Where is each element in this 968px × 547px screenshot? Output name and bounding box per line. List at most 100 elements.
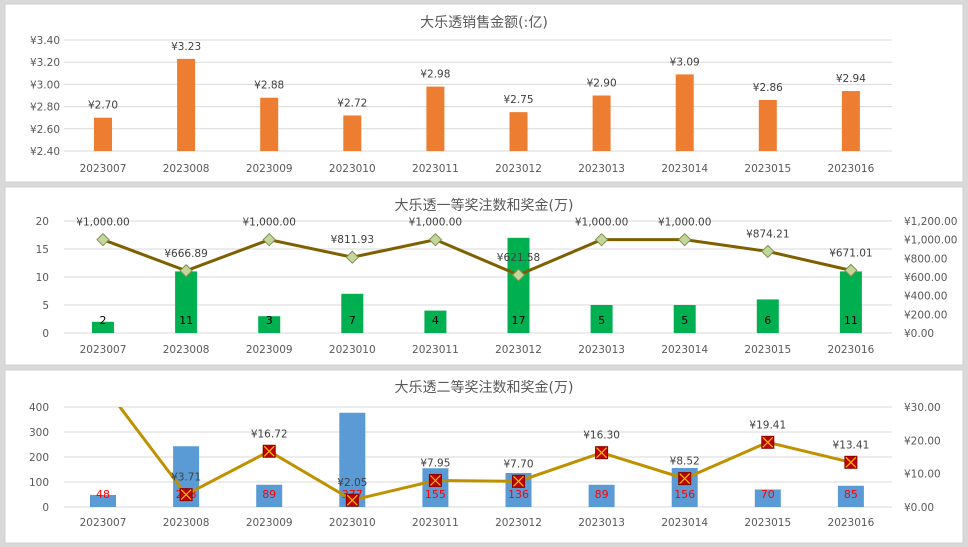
line-marker-x [346, 494, 358, 506]
line-marker [179, 264, 193, 278]
line-marker-x [596, 447, 608, 459]
x-tick-label: 2023010 [329, 344, 376, 356]
bar-value-label: 2 [100, 314, 107, 327]
line-value-label: ¥16.30 [583, 430, 620, 442]
y-tick-label: ¥2.60 [30, 124, 60, 136]
y-tick-label: ¥2.40 [30, 146, 60, 158]
line-marker [96, 232, 110, 247]
bar-value-label: 7 [349, 314, 356, 327]
bar [590, 305, 613, 333]
bar-value-label: ¥2.98 [420, 69, 450, 81]
x-tick-label: 2023012 [495, 163, 542, 175]
y-tick-label: ¥2.80 [30, 102, 60, 114]
chart-title: 大乐透二等奖注数和奖金(万) [395, 379, 574, 396]
bar [754, 489, 781, 507]
y-right-tick-label: ¥600.00 [904, 272, 947, 284]
x-tick-label: 2023016 [828, 163, 875, 175]
chart-1: 大乐透销售金额(:亿) ¥2.40 ¥2.60 ¥2.80 ¥3.00 ¥3.20 ¥3.4… [4, 3, 964, 183]
x-tick-label: 2023010 [329, 163, 376, 175]
x-tick-label: 2023009 [246, 163, 293, 175]
line-marker-x [679, 473, 691, 485]
y-right-tick-label: ¥1,200.00 [904, 216, 957, 228]
y-right-tick-label: ¥1,000.00 [904, 235, 957, 247]
bar-value-label: 48 [96, 488, 110, 501]
bar [90, 495, 116, 507]
line-marker [594, 232, 609, 247]
x-tick-label: 2023013 [578, 163, 625, 175]
line-value-label: ¥8.52 [670, 456, 700, 468]
bar-value-label: ¥2.86 [753, 82, 783, 94]
x-tick-label: 2023014 [661, 517, 708, 529]
bar-value-label: ¥2.88 [254, 80, 284, 92]
bar [92, 321, 114, 333]
line-value-label: ¥13.41 [833, 439, 870, 451]
bar [339, 412, 366, 507]
bar-value-label: 70 [761, 488, 775, 501]
line-marker-x [180, 489, 192, 501]
chart-3: 大乐透二等奖注数和奖金(万) 0 100 200 300 400 ¥0.00 ¥10.00 ¥2… [4, 369, 964, 544]
line-marker [761, 244, 775, 259]
line-value-label: ¥1,000.00 [76, 217, 129, 229]
bar [507, 237, 530, 333]
bar-value-label: 11 [844, 314, 858, 327]
y-right-tick-label: ¥400.00 [904, 291, 947, 303]
bar-value-label: 89 [595, 488, 609, 501]
bar [758, 99, 777, 151]
y-right-tick-label: ¥20.00 [904, 435, 941, 447]
x-tick-label: 2023008 [163, 517, 210, 529]
bar-value-label: 11 [179, 314, 193, 327]
line-value-label: ¥7.95 [420, 458, 450, 470]
line-value-label: ¥3.71 [171, 472, 201, 484]
line-value-label: ¥666.89 [164, 248, 207, 260]
x-tick-label: 2023009 [246, 344, 293, 356]
line-marker [844, 263, 858, 278]
line-marker-x [845, 456, 857, 468]
y-tick-label: ¥3.00 [30, 79, 60, 91]
line-marker [345, 250, 360, 264]
series-line [117, 407, 852, 502]
y-right-tick-label: ¥30.00 [904, 402, 941, 414]
line-value-label: ¥1,000.00 [658, 217, 711, 229]
x-tick-label: 2023014 [661, 344, 708, 356]
bar [588, 484, 615, 507]
bar [341, 293, 364, 333]
y-right-tick-label: ¥0.00 [904, 502, 934, 514]
bar [256, 484, 283, 507]
x-tick-label: 2023015 [744, 517, 791, 529]
bar-value-label: ¥2.90 [587, 78, 617, 90]
bar [343, 115, 362, 151]
y-tick-label: 20 [36, 216, 49, 228]
line-marker [428, 232, 443, 247]
x-tick-label: 2023013 [578, 344, 625, 356]
bar [592, 95, 611, 151]
bar-value-label: 4 [432, 314, 439, 327]
y-tick-label: 5 [42, 300, 49, 312]
x-tick-label: 2023012 [495, 344, 542, 356]
x-tick-label: 2023008 [163, 163, 210, 175]
line-marker-x [513, 475, 524, 487]
bar [177, 58, 196, 152]
line-value-label: ¥19.41 [749, 419, 786, 431]
bar [426, 86, 445, 151]
line-value-label: ¥811.93 [331, 234, 374, 246]
bar-value-label: 156 [674, 488, 695, 501]
x-tick-label: 2023011 [412, 344, 459, 356]
bar [509, 112, 528, 151]
bar [841, 91, 860, 151]
bar-value-label: 6 [764, 314, 771, 327]
x-tick-label: 2023011 [412, 163, 459, 175]
y-right-tick-label: ¥800.00 [904, 253, 947, 265]
y-right-tick-label: ¥200.00 [904, 309, 947, 321]
line-marker-x [429, 475, 441, 486]
bar-value-label: ¥3.09 [670, 56, 700, 68]
bar [837, 485, 864, 507]
line-marker [511, 268, 526, 282]
bar [675, 74, 694, 151]
y-right-tick-label: ¥10.00 [904, 469, 941, 481]
x-tick-label: 2023007 [80, 517, 127, 529]
x-tick-label: 2023011 [412, 517, 459, 529]
y-tick-label: ¥3.40 [30, 35, 60, 47]
bar-value-label: 85 [844, 488, 858, 501]
chart-2: 大乐透一等奖注数和奖金(万) 0 5 10 15 20 ¥0.00 ¥200.00 ¥400.0… [4, 186, 964, 366]
